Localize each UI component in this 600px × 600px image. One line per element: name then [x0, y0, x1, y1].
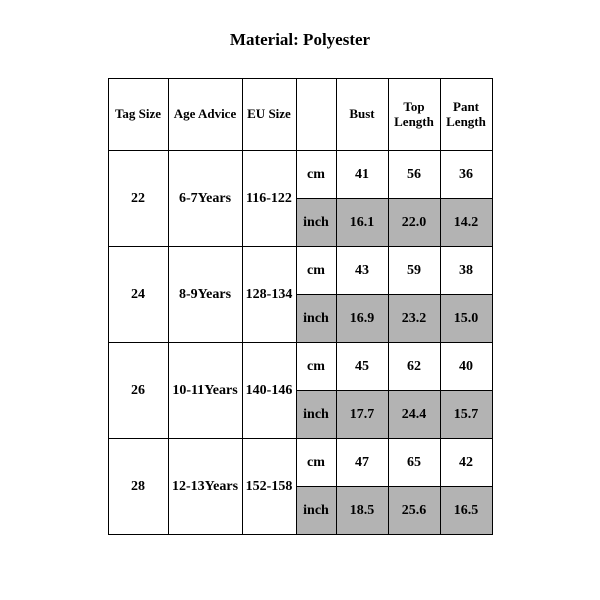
cell-tag: 22	[108, 151, 168, 247]
cell-top-cm: 65	[388, 439, 440, 487]
cell-tag: 28	[108, 439, 168, 535]
cell-bust-inch: 16.1	[336, 199, 388, 247]
table-row: 24 8-9Years 128-134 cm 43 59 38	[108, 247, 492, 295]
cell-unit-inch: inch	[296, 391, 336, 439]
cell-pant-cm: 40	[440, 343, 492, 391]
col-bust: Bust	[336, 79, 388, 151]
table-row: 26 10-11Years 140-146 cm 45 62 40	[108, 343, 492, 391]
cell-bust-cm: 45	[336, 343, 388, 391]
cell-eu: 140-146	[242, 343, 296, 439]
col-top-length: Top Length	[388, 79, 440, 151]
cell-unit-cm: cm	[296, 439, 336, 487]
cell-age: 8-9Years	[168, 247, 242, 343]
cell-pant-inch: 15.7	[440, 391, 492, 439]
cell-pant-cm: 36	[440, 151, 492, 199]
cell-pant-inch: 15.0	[440, 295, 492, 343]
cell-top-cm: 59	[388, 247, 440, 295]
cell-tag: 24	[108, 247, 168, 343]
cell-eu: 152-158	[242, 439, 296, 535]
cell-bust-cm: 41	[336, 151, 388, 199]
cell-bust-inch: 18.5	[336, 487, 388, 535]
cell-bust-inch: 17.7	[336, 391, 388, 439]
cell-pant-inch: 16.5	[440, 487, 492, 535]
col-unit	[296, 79, 336, 151]
page: Material: Polyester Tag Size Age Advice …	[0, 0, 600, 600]
cell-unit-inch: inch	[296, 295, 336, 343]
cell-pant-cm: 42	[440, 439, 492, 487]
cell-age: 12-13Years	[168, 439, 242, 535]
cell-pant-cm: 38	[440, 247, 492, 295]
cell-eu: 116-122	[242, 151, 296, 247]
header-row: Tag Size Age Advice EU Size Bust Top Len…	[108, 79, 492, 151]
cell-top-cm: 56	[388, 151, 440, 199]
cell-unit-cm: cm	[296, 343, 336, 391]
cell-unit-cm: cm	[296, 247, 336, 295]
cell-unit-inch: inch	[296, 199, 336, 247]
col-tag-size: Tag Size	[108, 79, 168, 151]
col-pant-length: Pant Length	[440, 79, 492, 151]
table-row: 22 6-7Years 116-122 cm 41 56 36	[108, 151, 492, 199]
table-body: 22 6-7Years 116-122 cm 41 56 36 inch 16.…	[108, 151, 492, 535]
col-age-advice: Age Advice	[168, 79, 242, 151]
cell-top-inch: 24.4	[388, 391, 440, 439]
cell-age: 6-7Years	[168, 151, 242, 247]
cell-tag: 26	[108, 343, 168, 439]
page-title: Material: Polyester	[0, 30, 600, 50]
cell-unit-cm: cm	[296, 151, 336, 199]
cell-bust-cm: 43	[336, 247, 388, 295]
cell-top-inch: 25.6	[388, 487, 440, 535]
size-table: Tag Size Age Advice EU Size Bust Top Len…	[108, 78, 493, 535]
cell-eu: 128-134	[242, 247, 296, 343]
cell-top-inch: 22.0	[388, 199, 440, 247]
cell-bust-cm: 47	[336, 439, 388, 487]
table-row: 28 12-13Years 152-158 cm 47 65 42	[108, 439, 492, 487]
table-header: Tag Size Age Advice EU Size Bust Top Len…	[108, 79, 492, 151]
cell-top-inch: 23.2	[388, 295, 440, 343]
col-eu-size: EU Size	[242, 79, 296, 151]
cell-pant-inch: 14.2	[440, 199, 492, 247]
cell-bust-inch: 16.9	[336, 295, 388, 343]
cell-unit-inch: inch	[296, 487, 336, 535]
cell-age: 10-11Years	[168, 343, 242, 439]
cell-top-cm: 62	[388, 343, 440, 391]
